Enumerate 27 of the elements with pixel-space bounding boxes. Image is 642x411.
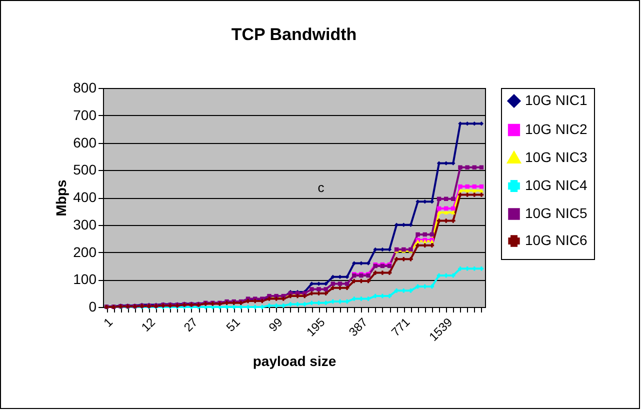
x-tick-label: 1 [100,314,116,330]
y-tick-label: 100 [73,271,97,288]
legend-label: 10G NIC2 [525,121,588,137]
x-tick-label: 12 [138,314,158,334]
y-tick-label: 800 [73,80,97,96]
y-tick-label: 300 [73,216,97,232]
legend-label: 10G NIC3 [525,149,588,165]
y-tick-label: 400 [73,189,97,205]
legend-label: 10G NIC1 [525,92,588,108]
x-tick-label: 195 [304,314,328,340]
annotation: c [318,180,325,195]
y-tick-label: 600 [73,134,97,150]
x-tick-label: 51 [224,314,244,334]
y-tick-label: 0 [88,298,97,314]
y-tick-label: 700 [73,106,97,123]
y-tick-label: 500 [73,162,97,178]
chart-title: TCP Bandwidth [231,25,357,44]
x-tick-label: 99 [266,314,286,334]
x-tick-label: 771 [388,314,413,340]
y-axis-title: Mbps [53,180,70,216]
x-tick-label: 387 [346,314,370,340]
y-tick-label: 200 [73,244,97,260]
x-tick-label: 27 [181,314,201,334]
legend-label: 10G NIC6 [525,232,588,248]
x-axis-title: payload size [252,353,336,370]
legend-label: 10G NIC5 [525,205,588,221]
legend-label: 10G NIC4 [525,177,588,193]
